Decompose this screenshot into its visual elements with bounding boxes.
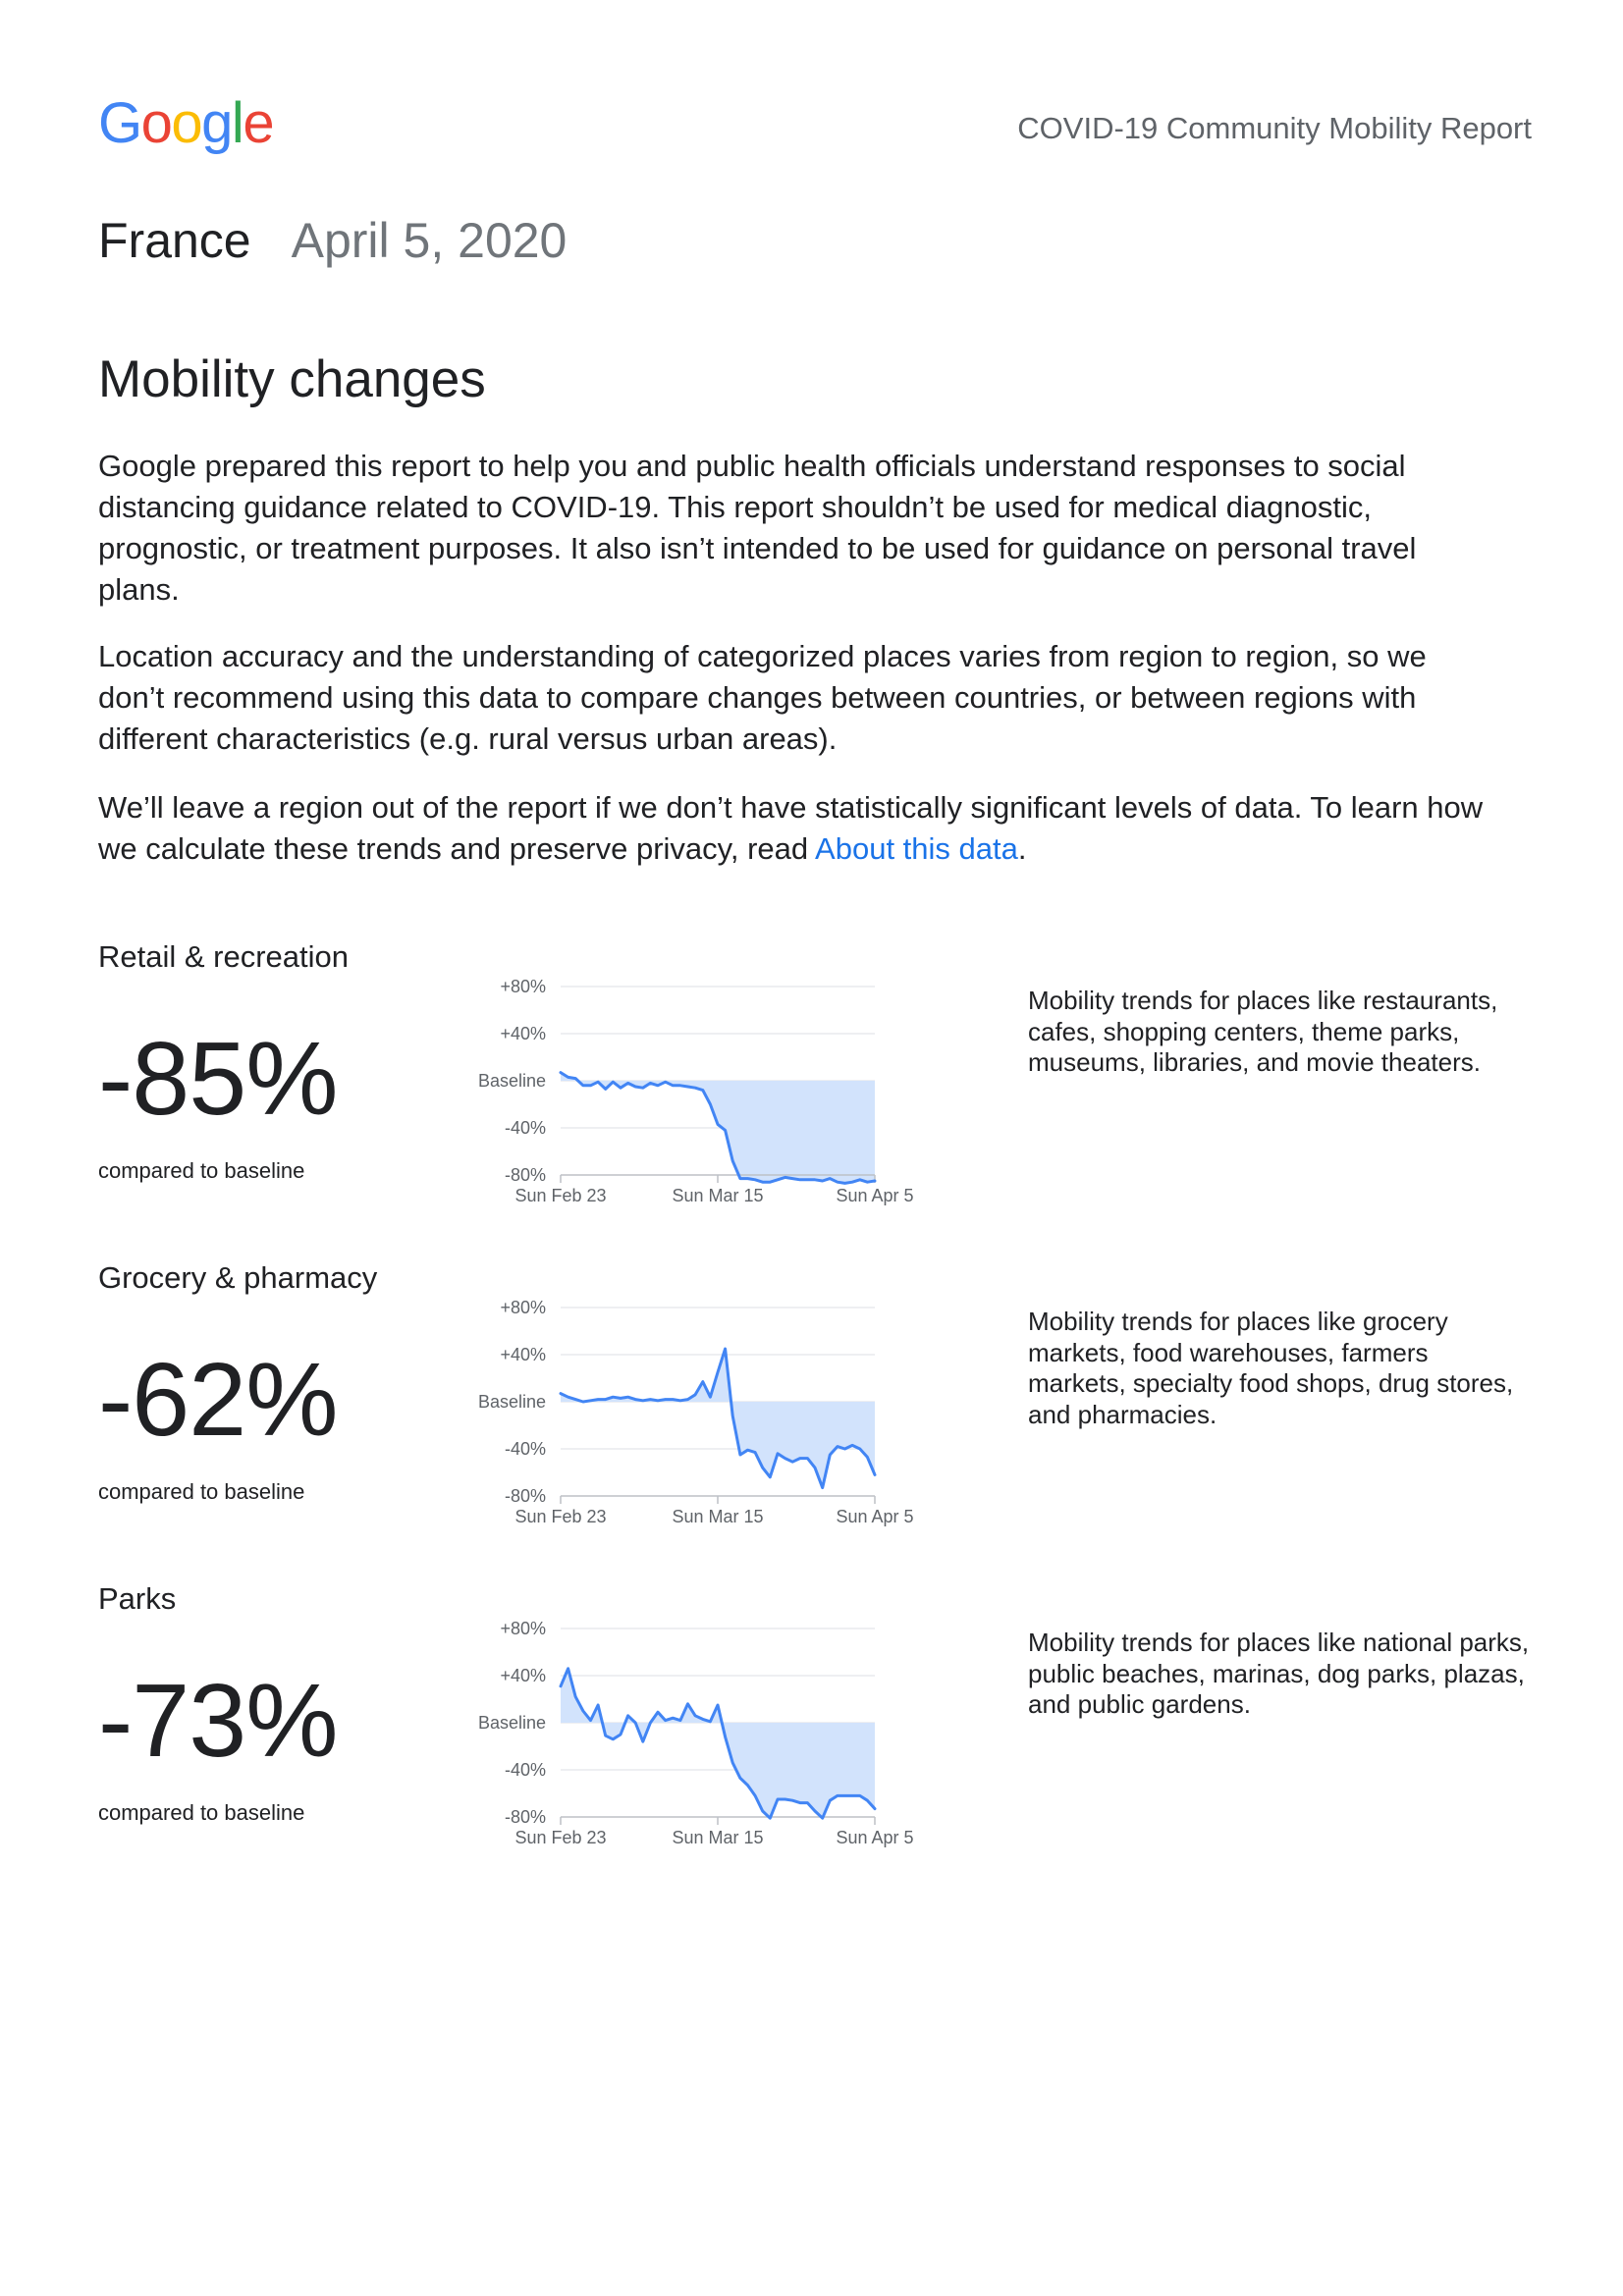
x-tick-label: Sun Apr 5 [836, 1507, 913, 1526]
area-fill [561, 1349, 875, 1488]
x-tick-label: Sun Apr 5 [836, 1186, 913, 1205]
category-title: Parks [98, 1581, 177, 1616]
y-tick-label: -40% [505, 1118, 546, 1138]
description-line: Mobility trends for places like restaura… [1028, 986, 1498, 1015]
paragraph-line: prognostic, or treatment purposes. It al… [98, 531, 1417, 565]
paragraph-line: don’t recommend using this data to compa… [98, 680, 1417, 715]
paragraph-line: We’ll leave a region out of the report i… [98, 790, 1484, 825]
description-line: museums, libraries, and movie theaters. [1028, 1047, 1481, 1077]
about-this-data-link[interactable]: About this data [815, 831, 1018, 866]
change-percentage: -73% [98, 1663, 338, 1779]
y-tick-label: -80% [505, 1807, 546, 1827]
mobility-trend-chart: +80% +40% Baseline -40% -80%Sun Feb 23 Sun Ma… [478, 1619, 914, 1847]
paragraph-line: we calculate these trends and preserve p… [98, 828, 1483, 870]
mobility-trend-chart: +80% +40% Baseline -40% -80%Sun Feb 23 Sun Ma… [478, 977, 914, 1205]
category-title: Retail & recreation [98, 939, 350, 974]
x-tick-label: Sun Mar 15 [672, 1186, 763, 1205]
x-tick-label: Sun Mar 15 [672, 1828, 763, 1847]
compared-to-baseline-label: compared to baseline [98, 1158, 305, 1183]
logo-letter: g [201, 91, 233, 155]
description-line: cafes, shopping centers, theme parks, [1028, 1016, 1460, 1046]
x-tick-label: Sun Feb 23 [514, 1507, 606, 1526]
y-tick-label: -40% [505, 1760, 546, 1780]
paragraph-line: plans. [98, 572, 180, 607]
category-retail-recreation: Retail & recreation -85% compared to bas… [0, 937, 1623, 1232]
category-description: Mobility trends for places like national… [1028, 1628, 1529, 1721]
change-percentage: -85% [98, 1021, 338, 1137]
logo-letter: o [140, 91, 173, 155]
y-tick-label: +80% [500, 1619, 546, 1638]
series-line [559, 1347, 877, 1490]
y-tick-label: +40% [500, 1666, 546, 1685]
report-date: April 5, 2020 [291, 213, 568, 268]
description-line: markets, food warehouses, farmers [1028, 1337, 1429, 1367]
intro-paragraph-3: We’ll leave a region out of the report i… [98, 787, 1483, 870]
area-fill [561, 1072, 875, 1184]
y-tick-label: +40% [500, 1345, 546, 1364]
y-tick-label: Baseline [478, 1071, 546, 1091]
country-name: France [98, 213, 251, 268]
x-tick-label: Sun Apr 5 [836, 1828, 913, 1847]
y-tick-label: +80% [500, 1298, 546, 1317]
y-tick-label: +40% [500, 1024, 546, 1043]
category-title: Grocery & pharmacy [98, 1260, 378, 1295]
y-tick-label: Baseline [478, 1392, 546, 1412]
compared-to-baseline-label: compared to baseline [98, 1800, 305, 1825]
intro-paragraph-2: Location accuracy and the understanding … [98, 636, 1427, 760]
x-tick-label: Sun Feb 23 [514, 1828, 606, 1847]
category-description: Mobility trends for places like restaura… [1028, 986, 1497, 1079]
paragraph-line: different characteristics (e.g. rural ve… [98, 721, 838, 756]
paragraph-period: . [1017, 831, 1027, 866]
section-heading: Mobility changes [98, 350, 486, 408]
description-line: Mobility trends for places like grocery [1028, 1307, 1448, 1336]
intro-paragraph-1: Google prepared this report to help you … [98, 446, 1416, 611]
description-line: public beaches, marinas, dog parks, plaz… [1028, 1658, 1525, 1688]
logo-letter: G [98, 91, 142, 155]
description-line: and pharmacies. [1028, 1399, 1217, 1429]
y-tick-label: -40% [505, 1439, 546, 1459]
report-title: COVID-19 Community Mobility Report [1017, 111, 1532, 145]
x-tick-label: Sun Feb 23 [514, 1186, 606, 1205]
description-line: markets, specialty food shops, drug stor… [1028, 1368, 1514, 1398]
paragraph-line: Google prepared this report to help you … [98, 449, 1406, 483]
y-tick-label: Baseline [478, 1713, 546, 1733]
paragraph-line: distancing guidance related to COVID-19.… [98, 490, 1372, 524]
paragraph-line: Location accuracy and the understanding … [98, 639, 1427, 673]
x-tick-label: Sun Mar 15 [672, 1507, 763, 1526]
area-fill [561, 1668, 875, 1819]
y-tick-label: -80% [505, 1165, 546, 1185]
category-description: Mobility trends for places like grocery … [1028, 1307, 1513, 1430]
page-title: France April 5, 2020 [98, 211, 567, 270]
logo-letter: l [231, 91, 244, 155]
mobility-trend-chart: +80% +40% Baseline -40% -80%Sun Feb 23 Sun Ma… [478, 1298, 914, 1526]
logo-letter: e [243, 91, 274, 155]
category-parks: Parks -73% compared to baseline +80% +40%… [0, 1579, 1623, 1874]
series-line [559, 1071, 877, 1185]
description-line: Mobility trends for places like national… [1028, 1628, 1530, 1657]
google-logo: Google [98, 95, 275, 152]
category-grocery-pharmacy: Grocery & pharmacy -62% compared to base… [0, 1258, 1623, 1553]
paragraph-text: we calculate these trends and preserve p… [98, 831, 816, 866]
change-percentage: -62% [98, 1342, 338, 1458]
series-line [559, 1667, 877, 1820]
logo-letter: o [171, 91, 202, 155]
y-tick-label: +80% [500, 977, 546, 996]
y-tick-label: -80% [505, 1486, 546, 1506]
compared-to-baseline-label: compared to baseline [98, 1479, 305, 1504]
description-line: and public gardens. [1028, 1689, 1251, 1719]
